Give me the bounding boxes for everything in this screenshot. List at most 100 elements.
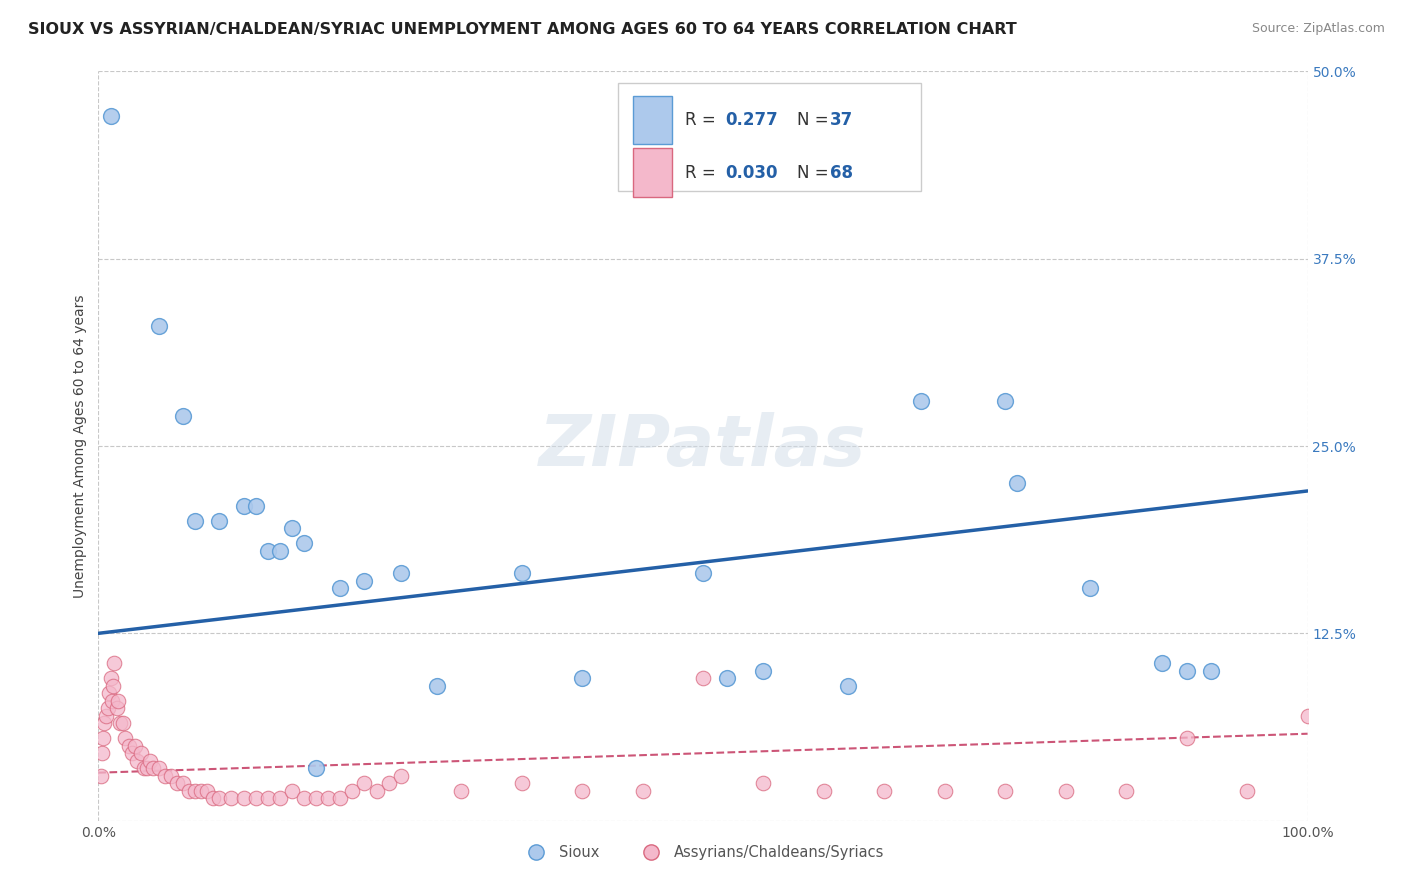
Point — [1296, 708, 1319, 723]
Point — [994, 783, 1017, 797]
Text: N =: N = — [797, 163, 834, 181]
Point — [256, 791, 278, 805]
Point — [716, 671, 738, 685]
FancyBboxPatch shape — [619, 83, 921, 191]
Point — [934, 783, 956, 797]
Point — [202, 791, 225, 805]
Point — [148, 761, 170, 775]
Point — [160, 769, 183, 783]
Text: 0.277: 0.277 — [724, 112, 778, 129]
Point — [316, 791, 339, 805]
Point — [292, 791, 315, 805]
FancyBboxPatch shape — [633, 95, 672, 145]
Point — [232, 499, 254, 513]
Point — [91, 746, 114, 760]
Point — [134, 761, 156, 775]
Point — [195, 783, 218, 797]
Text: R =: R = — [685, 163, 721, 181]
Point — [208, 514, 231, 528]
Point — [305, 791, 328, 805]
Point — [1078, 582, 1101, 596]
Point — [118, 739, 141, 753]
Legend: Sioux, Assyrians/Chaldeans/Syriacs: Sioux, Assyrians/Chaldeans/Syriacs — [516, 839, 890, 866]
Point — [281, 783, 304, 797]
Point — [114, 731, 136, 746]
Point — [184, 783, 207, 797]
Text: ZIPatlas: ZIPatlas — [540, 411, 866, 481]
Point — [153, 769, 176, 783]
Point — [450, 783, 472, 797]
Point — [571, 783, 593, 797]
Point — [305, 761, 328, 775]
Point — [232, 791, 254, 805]
Point — [111, 716, 134, 731]
Point — [910, 394, 932, 409]
Point — [221, 791, 243, 805]
Point — [281, 521, 304, 535]
Point — [426, 679, 449, 693]
Point — [245, 791, 267, 805]
Point — [172, 776, 194, 790]
Text: Source: ZipAtlas.com: Source: ZipAtlas.com — [1251, 22, 1385, 36]
FancyBboxPatch shape — [633, 148, 672, 197]
Point — [1175, 731, 1198, 746]
Point — [353, 574, 375, 588]
Point — [1054, 783, 1077, 797]
Point — [1152, 657, 1174, 671]
Point — [269, 544, 291, 558]
Point — [97, 701, 120, 715]
Text: 68: 68 — [830, 163, 853, 181]
Point — [121, 746, 143, 760]
Point — [366, 783, 388, 797]
Point — [90, 769, 112, 783]
Point — [292, 536, 315, 550]
Point — [389, 566, 412, 581]
Point — [179, 783, 201, 797]
Point — [166, 776, 188, 790]
Text: SIOUX VS ASSYRIAN/CHALDEAN/SYRIAC UNEMPLOYMENT AMONG AGES 60 TO 64 YEARS CORRELA: SIOUX VS ASSYRIAN/CHALDEAN/SYRIAC UNEMPL… — [28, 22, 1017, 37]
Point — [124, 739, 146, 753]
Point — [135, 761, 157, 775]
Point — [752, 664, 775, 678]
Point — [100, 694, 122, 708]
Point — [837, 679, 859, 693]
Point — [100, 109, 122, 123]
Y-axis label: Unemployment Among Ages 60 to 64 years: Unemployment Among Ages 60 to 64 years — [73, 294, 87, 598]
Point — [245, 499, 267, 513]
Point — [353, 776, 375, 790]
Point — [1236, 783, 1258, 797]
Point — [571, 671, 593, 685]
Point — [129, 746, 152, 760]
Point — [190, 783, 212, 797]
Point — [1199, 664, 1222, 678]
Point — [377, 776, 399, 790]
Point — [994, 394, 1017, 409]
Point — [510, 776, 533, 790]
Point — [172, 409, 194, 423]
Point — [91, 731, 114, 746]
Point — [342, 783, 364, 797]
Point — [98, 686, 121, 700]
Point — [148, 319, 170, 334]
Point — [127, 754, 149, 768]
Point — [139, 754, 162, 768]
Point — [692, 566, 714, 581]
Text: N =: N = — [797, 112, 834, 129]
Point — [269, 791, 291, 805]
Point — [329, 791, 352, 805]
Point — [510, 566, 533, 581]
Point — [1175, 664, 1198, 678]
Text: 37: 37 — [830, 112, 853, 129]
Text: 0.030: 0.030 — [724, 163, 778, 181]
Point — [100, 671, 122, 685]
Point — [1115, 783, 1137, 797]
Point — [389, 769, 412, 783]
Point — [1007, 476, 1029, 491]
Point — [329, 582, 352, 596]
Point — [692, 671, 714, 685]
Point — [107, 694, 129, 708]
Point — [184, 514, 207, 528]
Point — [103, 657, 125, 671]
Point — [813, 783, 835, 797]
Point — [108, 716, 131, 731]
